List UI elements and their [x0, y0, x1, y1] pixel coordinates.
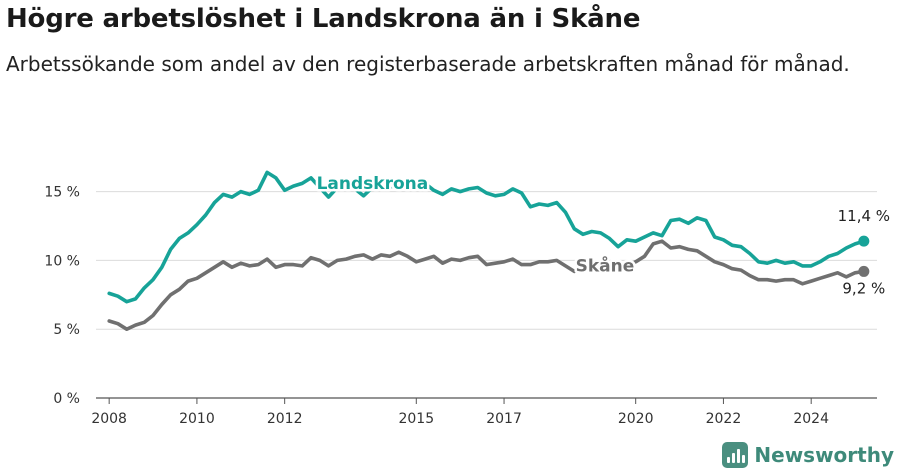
- series-end-label: 11,4 %: [838, 207, 890, 225]
- y-gridlines: 0 % 5 % 10 % 15 %: [44, 185, 877, 407]
- series-line-landskrona: [107, 170, 866, 304]
- brand: Newsworthy: [722, 442, 894, 468]
- series-labels: 11,4 % 9,2 % Landskrona Skåne: [314, 171, 892, 299]
- x-tick-label: 2020: [618, 411, 654, 427]
- x-tick-label: 2010: [179, 411, 215, 427]
- bar-chart-icon: [722, 442, 749, 468]
- series-lines: [107, 170, 870, 331]
- x-tick-label: 2017: [486, 411, 522, 427]
- series-end-label: 9,2 %: [842, 279, 885, 297]
- chart-subtitle: Arbetssökande som andel av den registerb…: [6, 52, 850, 76]
- x-tick-label: 2012: [267, 411, 303, 427]
- x-tick-label: 2015: [398, 411, 434, 427]
- brand-name: Newsworthy: [754, 443, 894, 467]
- series-end-point: [858, 235, 870, 247]
- x-tick-label: 2022: [706, 411, 742, 427]
- series-name-label: Skåne: [576, 254, 635, 276]
- chart-title: Högre arbetslöshet i Landskrona än i Skå…: [6, 4, 641, 34]
- series-name-label: Landskrona: [317, 174, 429, 194]
- x-tick-label: 2024: [793, 411, 829, 427]
- y-tick-label: 10 %: [44, 253, 80, 269]
- x-tick-label: 2008: [91, 411, 127, 427]
- y-tick-label: 15 %: [44, 185, 80, 201]
- y-tick-label: 0 %: [53, 391, 80, 407]
- series-line-skane: [107, 239, 866, 331]
- series-end-point: [858, 265, 870, 277]
- y-tick-label: 5 %: [53, 322, 80, 338]
- x-axis: 2008 2010 2012 2015 2017 2020 2022 2024: [91, 398, 829, 427]
